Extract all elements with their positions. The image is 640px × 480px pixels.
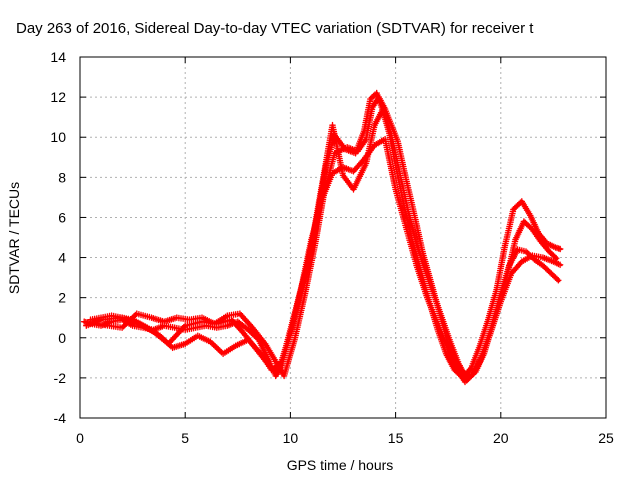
y-tick-label: -4 — [54, 410, 67, 426]
y-tick-label: 10 — [50, 129, 66, 145]
y-tick-label: 14 — [50, 49, 66, 65]
grid-lines — [80, 57, 606, 418]
y-tick-label: 6 — [58, 209, 66, 225]
x-tick-label: 10 — [283, 430, 299, 446]
axis-ticks: 0 5 10 15 20 25 -4 -2 0 2 4 6 8 10 12 14 — [50, 49, 614, 446]
x-tick-label: 20 — [493, 430, 509, 446]
series-markers — [87, 105, 562, 384]
y-tick-label: -2 — [54, 370, 67, 386]
chart-title: Day 263 of 2016, Sidereal Day-to-day VTE… — [16, 20, 534, 37]
y-tick-label: 2 — [58, 290, 66, 306]
x-tick-label: 5 — [181, 430, 189, 446]
x-tick-label: 15 — [388, 430, 404, 446]
series-4 — [93, 93, 560, 380]
series-markers — [93, 93, 560, 380]
y-axis-label: SDTVAR / TECUs — [6, 182, 22, 294]
series-markers — [83, 89, 564, 382]
series-2 — [83, 89, 564, 382]
x-tick-label: 0 — [76, 430, 84, 446]
y-tick-label: 12 — [50, 89, 66, 105]
plot-frame — [79, 56, 607, 419]
series-3 — [87, 105, 562, 384]
data-series — [80, 89, 564, 386]
y-tick-label: 0 — [58, 330, 66, 346]
y-tick-label: 4 — [58, 250, 66, 266]
x-tick-label: 25 — [598, 430, 614, 446]
y-tick-label: 8 — [58, 169, 66, 185]
x-axis-label: GPS time / hours — [287, 457, 394, 473]
